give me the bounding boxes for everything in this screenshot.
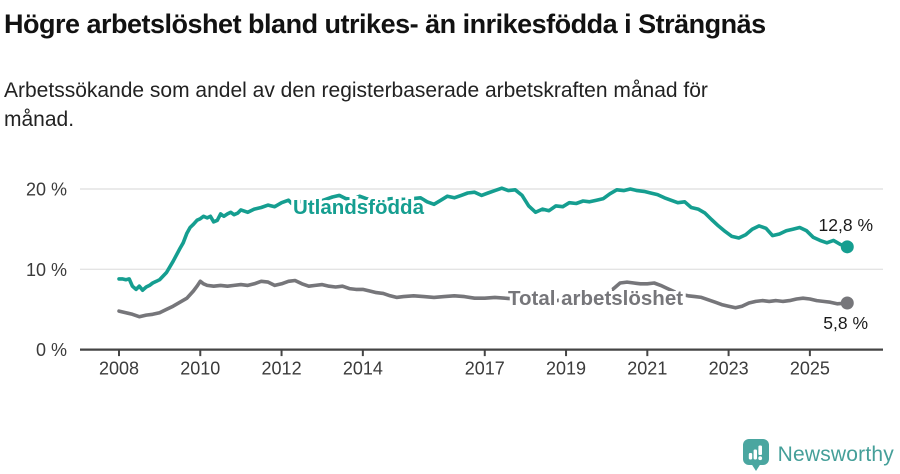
series-end-dot-1 (840, 296, 854, 310)
chart-title: Högre arbetslöshet bland utrikes- än inr… (4, 9, 766, 39)
newsworthy-bar-chart-pin-icon (742, 439, 769, 471)
chart-subtitle: Arbetssökande som andel av den registerb… (4, 78, 708, 131)
chart-card: Högre arbetslöshet bland utrikes- än inr… (4, 9, 883, 378)
brand-footer[interactable]: Newsworthy (742, 438, 894, 472)
x-tick-label: 2025 (790, 358, 830, 378)
x-tick-label: 2019 (546, 358, 586, 378)
series-end-value-label-1: 5,8 % (823, 313, 868, 333)
x-tick-label: 2012 (262, 358, 302, 378)
x-tick-label: 2008 (99, 358, 139, 378)
y-tick-label: 20 % (26, 179, 67, 199)
series-label-1: Total arbetslöshet (508, 287, 683, 310)
series-line-1 (117, 278, 850, 319)
x-tick-label: 2021 (627, 358, 667, 378)
series-end-dot-0 (840, 240, 854, 254)
x-tick-label: 2023 (709, 358, 749, 378)
series-label-0: Utlandsfödda (293, 196, 425, 219)
line-chart: 0 % 10 % 20 % 2008 2010 2012 2014 2017 2019 2021 2… (26, 179, 883, 378)
series-end-value-label-0: 12,8 % (819, 215, 873, 235)
y-tick-label: 0 % (36, 340, 67, 360)
x-tick-label: 2010 (180, 358, 220, 378)
brand-name: Newsworthy (777, 443, 894, 466)
x-tick-label: 2014 (343, 358, 383, 378)
y-tick-label: 10 % (26, 260, 67, 280)
x-tick-label: 2017 (465, 358, 505, 378)
series-line-0 (117, 186, 850, 292)
